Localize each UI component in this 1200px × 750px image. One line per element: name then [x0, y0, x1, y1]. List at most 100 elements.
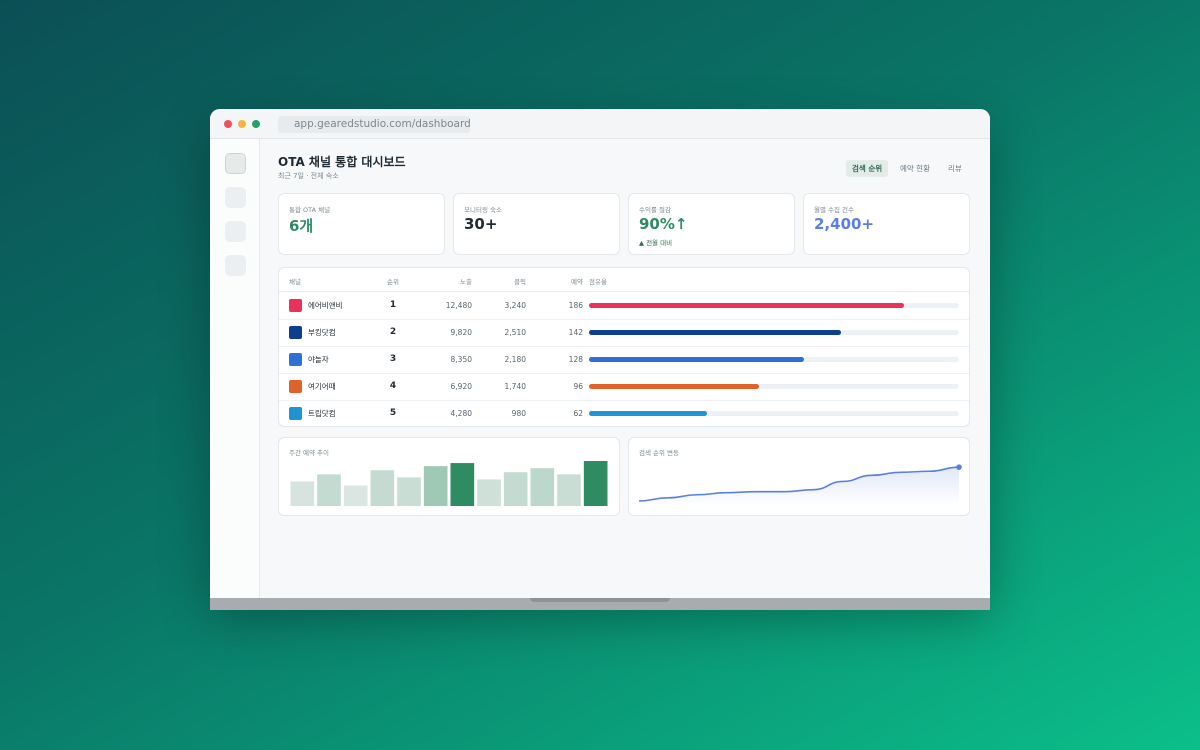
sidebar [210, 139, 260, 598]
nav-item[interactable] [225, 221, 246, 242]
table-row[interactable]: 여기어때 4 6,920 1,740 96 [279, 373, 969, 401]
share-bar [589, 357, 804, 362]
share-bar [589, 330, 841, 335]
cell-rank: 3 [389, 354, 397, 364]
bar [343, 485, 368, 506]
kpi-note: ▲ 전월 대비 [639, 239, 673, 247]
line-area [639, 467, 959, 506]
cell-impressions: 12,480 [445, 301, 472, 310]
cell-clicks: 2,180 [504, 355, 526, 364]
column-header: 점유율 [589, 278, 607, 286]
kpi-card: 월별 수집 건수 2,400+ [803, 193, 970, 255]
column-header: 채널 [289, 278, 301, 286]
column-header: 노출 [460, 278, 472, 286]
bar [423, 466, 448, 506]
channel-name: 에어비앤비 [308, 301, 343, 310]
channel-name: 야놀자 [308, 355, 329, 364]
tab[interactable]: 예약 현황 [900, 164, 930, 173]
share-track [589, 411, 959, 416]
cell-rank: 4 [389, 381, 397, 391]
nav-item[interactable] [225, 255, 246, 276]
kpi-value: 6개 [289, 217, 314, 235]
share-bar [589, 411, 708, 416]
channel-icon [289, 326, 302, 339]
chart [290, 461, 608, 506]
end-point [956, 464, 962, 470]
kpi-card: 통합 OTA 채널 6개 [278, 193, 445, 255]
close-dot[interactable] [224, 120, 232, 128]
kpi-value: 30+ [464, 215, 498, 233]
cell-clicks: 980 [511, 409, 526, 418]
url-bar[interactable]: app.gearedstudio.com/dashboard [278, 116, 471, 133]
share-bar [589, 303, 904, 308]
chart-title: 검색 순위 변동 [639, 449, 680, 457]
laptop-screen: app.gearedstudio.com/dashboard OTA 채널 통합… [210, 109, 990, 598]
kpi-label: 수익률 절감 [639, 206, 671, 214]
cell-clicks: 2,510 [504, 328, 526, 337]
table-row[interactable]: 야놀자 3 8,350 2,180 128 [279, 346, 969, 374]
table-row[interactable]: 트립닷컴 5 4,280 980 62 [279, 400, 969, 427]
cell-bookings: 128 [568, 355, 583, 364]
tab[interactable]: 리뷰 [948, 164, 962, 173]
column-header: 예약 [571, 278, 583, 286]
chart-title: 주간 예약 추이 [289, 449, 330, 457]
table-row[interactable]: 부킹닷컴 2 9,820 2,510 142 [279, 319, 969, 347]
bar [450, 463, 475, 506]
page-subtitle: 최근 7일 · 전체 숙소 [278, 172, 339, 180]
nav-item[interactable] [225, 153, 246, 174]
share-track [589, 330, 959, 335]
channel-name: 부킹닷컴 [308, 328, 336, 337]
cell-rank: 5 [389, 408, 397, 418]
cell-bookings: 186 [568, 301, 583, 310]
tab[interactable]: 검색 순위 [846, 160, 889, 177]
bar [503, 472, 528, 506]
cell-impressions: 6,920 [450, 382, 472, 391]
kpi-card: 수익률 절감 90%↑ ▲ 전월 대비 [628, 193, 795, 255]
table-row[interactable]: 에어비앤비 1 12,480 3,240 186 [279, 292, 969, 320]
laptop-notch [530, 598, 670, 602]
column-header: 클릭 [514, 278, 526, 286]
line [638, 466, 960, 502]
bar [397, 477, 421, 506]
channel-icon [289, 380, 302, 393]
nav-item[interactable] [225, 187, 246, 208]
bar [317, 474, 341, 506]
bar [530, 468, 555, 506]
bar [477, 479, 501, 506]
cell-bookings: 62 [573, 409, 583, 418]
cell-rank: 2 [389, 327, 397, 337]
kpi-card: 모니터링 숙소 30+ [453, 193, 620, 255]
minimize-dot[interactable] [238, 120, 246, 128]
channel-icon [289, 353, 302, 366]
column-header: 순위 [387, 278, 399, 286]
cell-bookings: 96 [573, 382, 583, 391]
maximize-dot[interactable] [252, 120, 260, 128]
share-bar [589, 384, 760, 389]
browser-bar: app.gearedstudio.com/dashboard [210, 109, 990, 139]
cell-clicks: 1,740 [504, 382, 526, 391]
bar [290, 481, 315, 506]
cell-impressions: 8,350 [450, 355, 472, 364]
chart [638, 464, 962, 506]
kpi-label: 모니터링 숙소 [464, 206, 502, 214]
cell-impressions: 4,280 [450, 409, 472, 418]
header-divider [279, 291, 969, 292]
kpi-value: 2,400+ [814, 215, 875, 233]
cell-rank: 1 [389, 300, 397, 310]
channel-name: 트립닷컴 [308, 409, 336, 418]
channel-icon [289, 407, 302, 420]
page-title: OTA 채널 통합 대시보드 [278, 155, 406, 169]
share-track [589, 303, 959, 308]
kpi-value: 90%↑ [639, 215, 688, 233]
cell-clicks: 3,240 [504, 301, 526, 310]
cell-impressions: 9,820 [450, 328, 472, 337]
bar [583, 461, 608, 506]
kpi-label: 월별 수집 건수 [814, 206, 855, 214]
channel-icon [289, 299, 302, 312]
bar [557, 474, 581, 506]
kpi-label: 통합 OTA 채널 [289, 206, 331, 214]
share-track [589, 357, 959, 362]
chart-panel: 주간 예약 추이 [278, 437, 620, 516]
